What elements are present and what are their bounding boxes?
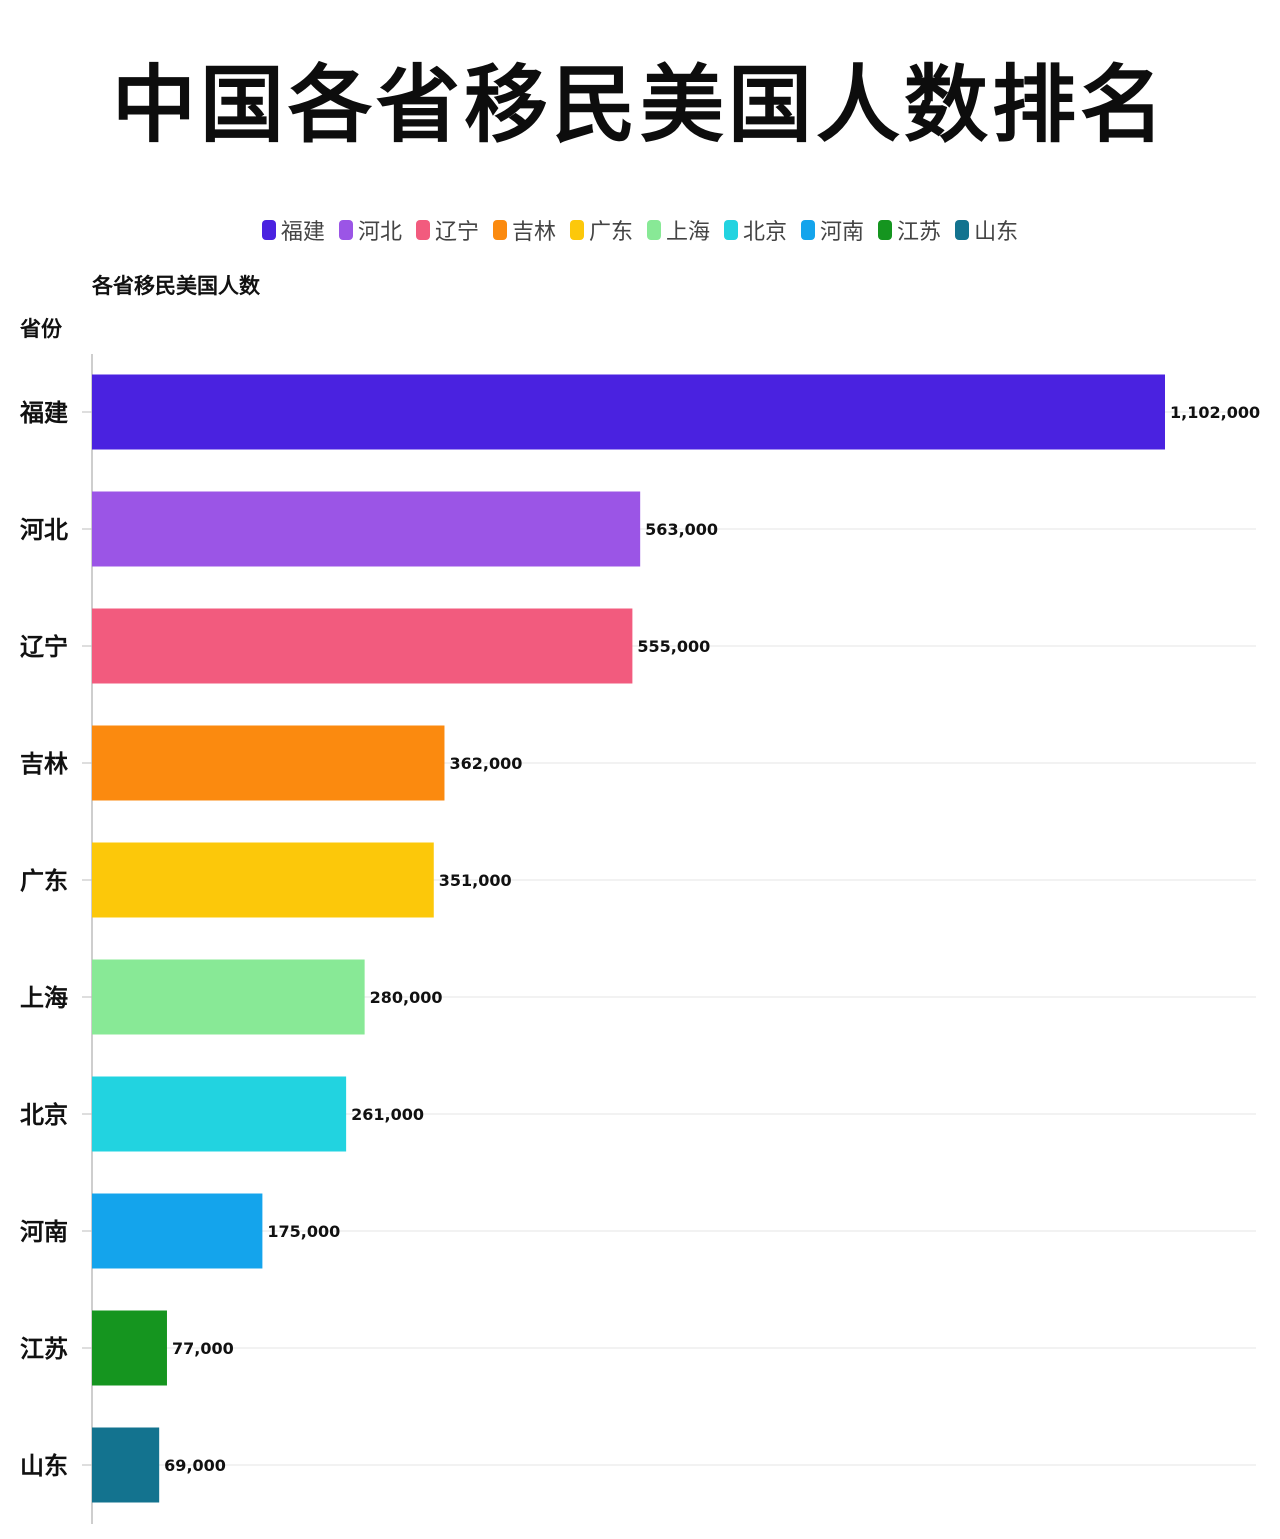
legend-label: 辽宁: [434, 220, 479, 245]
legend-item: 吉林: [492, 214, 556, 246]
legend-swatch: [261, 220, 276, 240]
data-label: 280,000: [370, 988, 443, 1007]
legend-label: 北京: [743, 220, 788, 245]
y-tick-label: 河北: [20, 516, 68, 544]
legend-item: 福建: [261, 214, 325, 246]
chart-subtitle: 各省移民美国人数: [92, 274, 260, 298]
legend-swatch: [955, 220, 970, 240]
legend-label: 河南: [820, 220, 865, 245]
y-tick-label: 上海: [20, 984, 68, 1012]
y-tick-label: 福建: [19, 399, 68, 427]
legend-swatch: [415, 220, 430, 240]
y-tick-label: 山东: [20, 1452, 68, 1480]
chart-title: 中国各省移民美国人数排名: [111, 56, 1168, 154]
data-label: 351,000: [439, 871, 512, 890]
bar: [92, 725, 445, 801]
bar: [92, 491, 641, 567]
legend-label: 江苏: [897, 220, 942, 245]
bar: [92, 842, 434, 918]
bar: [92, 959, 365, 1035]
data-label: 555,000: [637, 637, 710, 656]
legend-item: 北京: [724, 214, 787, 246]
y-tick-label: 吉林: [20, 750, 68, 778]
legend-swatch: [801, 220, 816, 240]
data-label: 69,000: [164, 1456, 226, 1475]
legend-swatch: [878, 220, 893, 240]
legend-item: 上海: [647, 214, 710, 246]
y-tick-label: 北京: [20, 1101, 68, 1129]
legend-swatch: [647, 220, 661, 240]
legend-item: 河南: [801, 214, 864, 246]
data-label: 261,000: [351, 1105, 424, 1124]
legend-item: 山东: [955, 214, 1018, 246]
y-tick-label: 河南: [20, 1218, 68, 1246]
legend-swatch: [569, 220, 584, 240]
legend-item: 江苏: [878, 214, 941, 246]
y-tick-label: 辽宁: [20, 633, 68, 661]
legend-item: 广东: [569, 214, 633, 246]
y-tick-label: 江苏: [20, 1335, 68, 1363]
legend-label: 吉林: [511, 220, 556, 245]
legend-item: 河北: [338, 214, 402, 246]
data-label: 563,000: [645, 520, 718, 539]
legend-label: 河北: [357, 220, 402, 245]
legend-label: 上海: [666, 220, 711, 245]
legend-label: 广东: [588, 220, 633, 245]
bar: [92, 1310, 167, 1386]
data-label: 1,102,000: [1170, 403, 1260, 422]
legend-swatch: [724, 220, 739, 240]
data-label: 362,000: [449, 754, 522, 773]
legend-label: 福建: [280, 220, 325, 245]
legend: 福建 河北 辽宁 吉林 广东 上海 北京 河南 江苏 山东: [0, 214, 1280, 246]
legend-swatch: [492, 220, 507, 240]
legend-label: 山东: [974, 220, 1019, 245]
legend-swatch: [338, 220, 353, 240]
data-label: 77,000: [172, 1339, 234, 1358]
y-axis-label: 省份: [20, 317, 62, 341]
bar: [92, 1193, 263, 1269]
bar: [92, 1427, 160, 1503]
legend-item: 辽宁: [415, 214, 479, 246]
y-tick-label: 广东: [20, 867, 68, 895]
bar: [92, 374, 1165, 450]
bar: [92, 1076, 347, 1152]
bar: [92, 608, 633, 684]
data-label: 175,000: [267, 1222, 340, 1241]
